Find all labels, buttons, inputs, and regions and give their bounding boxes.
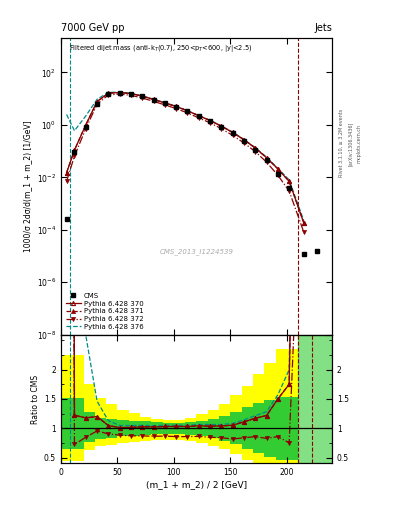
Text: Jets: Jets bbox=[314, 23, 332, 33]
Text: Filtered dijet mass (anti-k$_T$(0.7), 250<p$_T$<600, |y|<2.5): Filtered dijet mass (anti-k$_T$(0.7), 25… bbox=[69, 43, 253, 54]
Y-axis label: 1000/σ 2dσ/d(m_1 + m_2) [1/GeV]: 1000/σ 2dσ/d(m_1 + m_2) [1/GeV] bbox=[24, 121, 33, 252]
X-axis label: (m_1 + m_2) / 2 [GeV]: (m_1 + m_2) / 2 [GeV] bbox=[146, 480, 247, 489]
Text: mcplots.cern.ch: mcplots.cern.ch bbox=[357, 124, 362, 163]
Text: CMS_2013_I1224539: CMS_2013_I1224539 bbox=[160, 248, 233, 255]
Legend: CMS, Pythia 6.428 370, Pythia 6.428 371, Pythia 6.428 372, Pythia 6.428 376: CMS, Pythia 6.428 370, Pythia 6.428 371,… bbox=[64, 291, 145, 331]
Text: [arXiv:1306.3436]: [arXiv:1306.3436] bbox=[348, 121, 353, 165]
Text: 7000 GeV pp: 7000 GeV pp bbox=[61, 23, 125, 33]
Text: Rivet 3.1.10, ≥ 3.2M events: Rivet 3.1.10, ≥ 3.2M events bbox=[339, 109, 344, 178]
Y-axis label: Ratio to CMS: Ratio to CMS bbox=[31, 374, 40, 423]
